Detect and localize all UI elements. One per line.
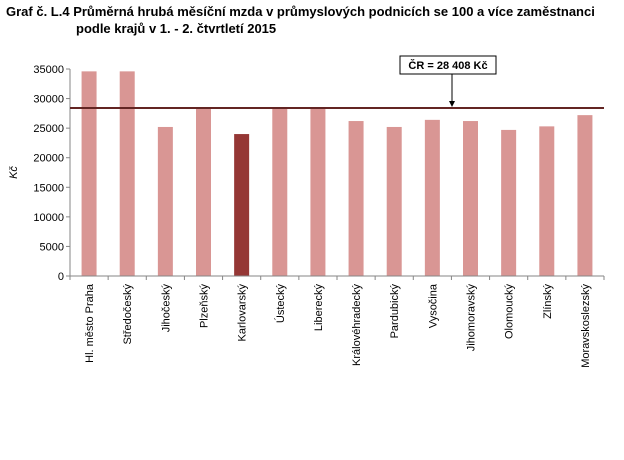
bar	[539, 126, 555, 277]
x-category-label: Ústecký	[274, 284, 287, 324]
chart-title: Graf č. L.4 Průměrná hrubá měsíční mzda …	[6, 3, 618, 37]
y-axis-label: Kč	[8, 166, 20, 179]
bar	[577, 115, 593, 276]
y-axis: 0 5000 10000 15000 20000 25000 30000 35000	[33, 64, 71, 283]
x-category-label: Pardubický	[389, 284, 401, 339]
x-category-label: Liberecký	[313, 284, 325, 332]
bar	[424, 119, 440, 276]
reference-arrow-head	[449, 100, 455, 107]
bars	[81, 71, 593, 277]
reference-line-group: ČR = 28 408 Kč	[70, 55, 604, 109]
chart-title-line2: podle krajů v 1. - 2. čtvrtletí 2015	[76, 21, 277, 36]
x-category-label: Plzeňský	[199, 284, 211, 329]
bar	[501, 129, 517, 276]
y-tick-label: 20000	[33, 153, 64, 165]
bar	[119, 71, 135, 276]
y-tick-label: 5000	[40, 241, 64, 253]
y-tick-label: 10000	[33, 212, 64, 224]
x-category-label: Vysočina	[427, 283, 439, 328]
x-category-label: Hl. město Praha	[84, 283, 96, 363]
bar	[157, 126, 173, 277]
x-category-label: Jihočeský	[160, 284, 172, 333]
x-category-label: Olomoucký	[504, 284, 516, 340]
y-tick-label: 0	[58, 271, 64, 283]
y-tick-label: 35000	[33, 64, 64, 76]
x-category-label: Královéhradecký	[351, 284, 363, 366]
bar	[196, 108, 211, 276]
x-category-label: Středočeský	[122, 284, 134, 345]
reference-label-box	[399, 55, 497, 75]
bar	[463, 121, 478, 276]
y-tick-label: 15000	[33, 182, 64, 194]
reference-label: ČR = 28 408 Kč	[408, 59, 487, 72]
bar	[386, 126, 402, 277]
bar	[81, 71, 97, 276]
x-category-label: Jihomoravský	[466, 284, 478, 352]
bar	[310, 107, 326, 276]
bar	[234, 134, 250, 276]
x-category-label: Moravskoslezský	[580, 284, 592, 368]
chart-title-line1: Graf č. L.4 Průměrná hrubá měsíční mzda …	[6, 4, 595, 19]
bar	[348, 121, 364, 276]
x-category-label: Zlínský	[542, 284, 554, 319]
y-tick-label: 25000	[33, 123, 64, 135]
x-axis: Hl. město Praha Středočeský Jihočeský Plzeň…	[69, 275, 605, 368]
bar	[272, 108, 288, 276]
y-tick-label: 30000	[33, 94, 64, 106]
x-category-label: Karlovarský	[237, 284, 249, 342]
